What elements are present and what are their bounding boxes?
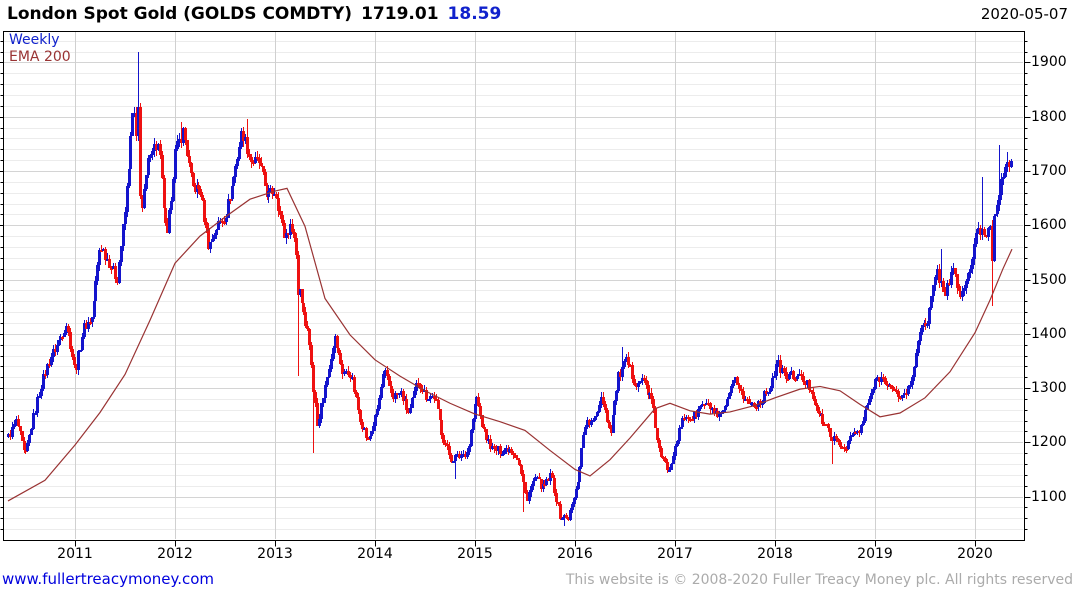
x-axis-label-2018: 2018 (757, 546, 793, 562)
legend-frequency: Weekly (9, 32, 60, 48)
y-axis-label-1100: 1100 (1031, 488, 1067, 505)
website-link[interactable]: www.fullertreacymoney.com (2, 570, 215, 588)
x-axis-label-2014: 2014 (357, 546, 393, 562)
copyright-text: This website is © 2008-2020 Fuller Treac… (565, 572, 1073, 588)
x-axis-label-2016: 2016 (557, 546, 593, 562)
price-change: 18.59 (447, 4, 502, 24)
y-axis-label-1900: 1900 (1031, 54, 1067, 71)
y-axis-label-1200: 1200 (1031, 434, 1067, 451)
x-axis-label-2017: 2017 (657, 546, 693, 562)
y-axis-label-1800: 1800 (1031, 108, 1067, 125)
x-axis-label-2012: 2012 (157, 546, 193, 562)
last-price: 1719.01 (361, 4, 439, 24)
x-axis-label-2013: 2013 (257, 546, 293, 562)
y-axis-label-1300: 1300 (1031, 380, 1067, 397)
y-axis-label-1700: 1700 (1031, 163, 1067, 179)
title-bar: London Spot Gold (GOLDS COMDTY) 1719.01 18… (7, 4, 1068, 28)
x-axis-label-2020: 2020 (957, 546, 993, 562)
y-axis-label-1500: 1500 (1031, 271, 1067, 288)
y-axis-label-1400: 1400 (1031, 325, 1067, 342)
chart-title: London Spot Gold (GOLDS COMDTY) (7, 4, 353, 24)
x-axis-label-2015: 2015 (457, 546, 493, 562)
x-axis-label-2011: 2011 (57, 546, 93, 562)
x-axis-label-2019: 2019 (857, 546, 893, 562)
legend-ema-200: EMA 200 (9, 49, 71, 65)
chart-date: 2020-05-07 (980, 5, 1068, 23)
y-axis-label-1600: 1600 (1031, 217, 1067, 234)
